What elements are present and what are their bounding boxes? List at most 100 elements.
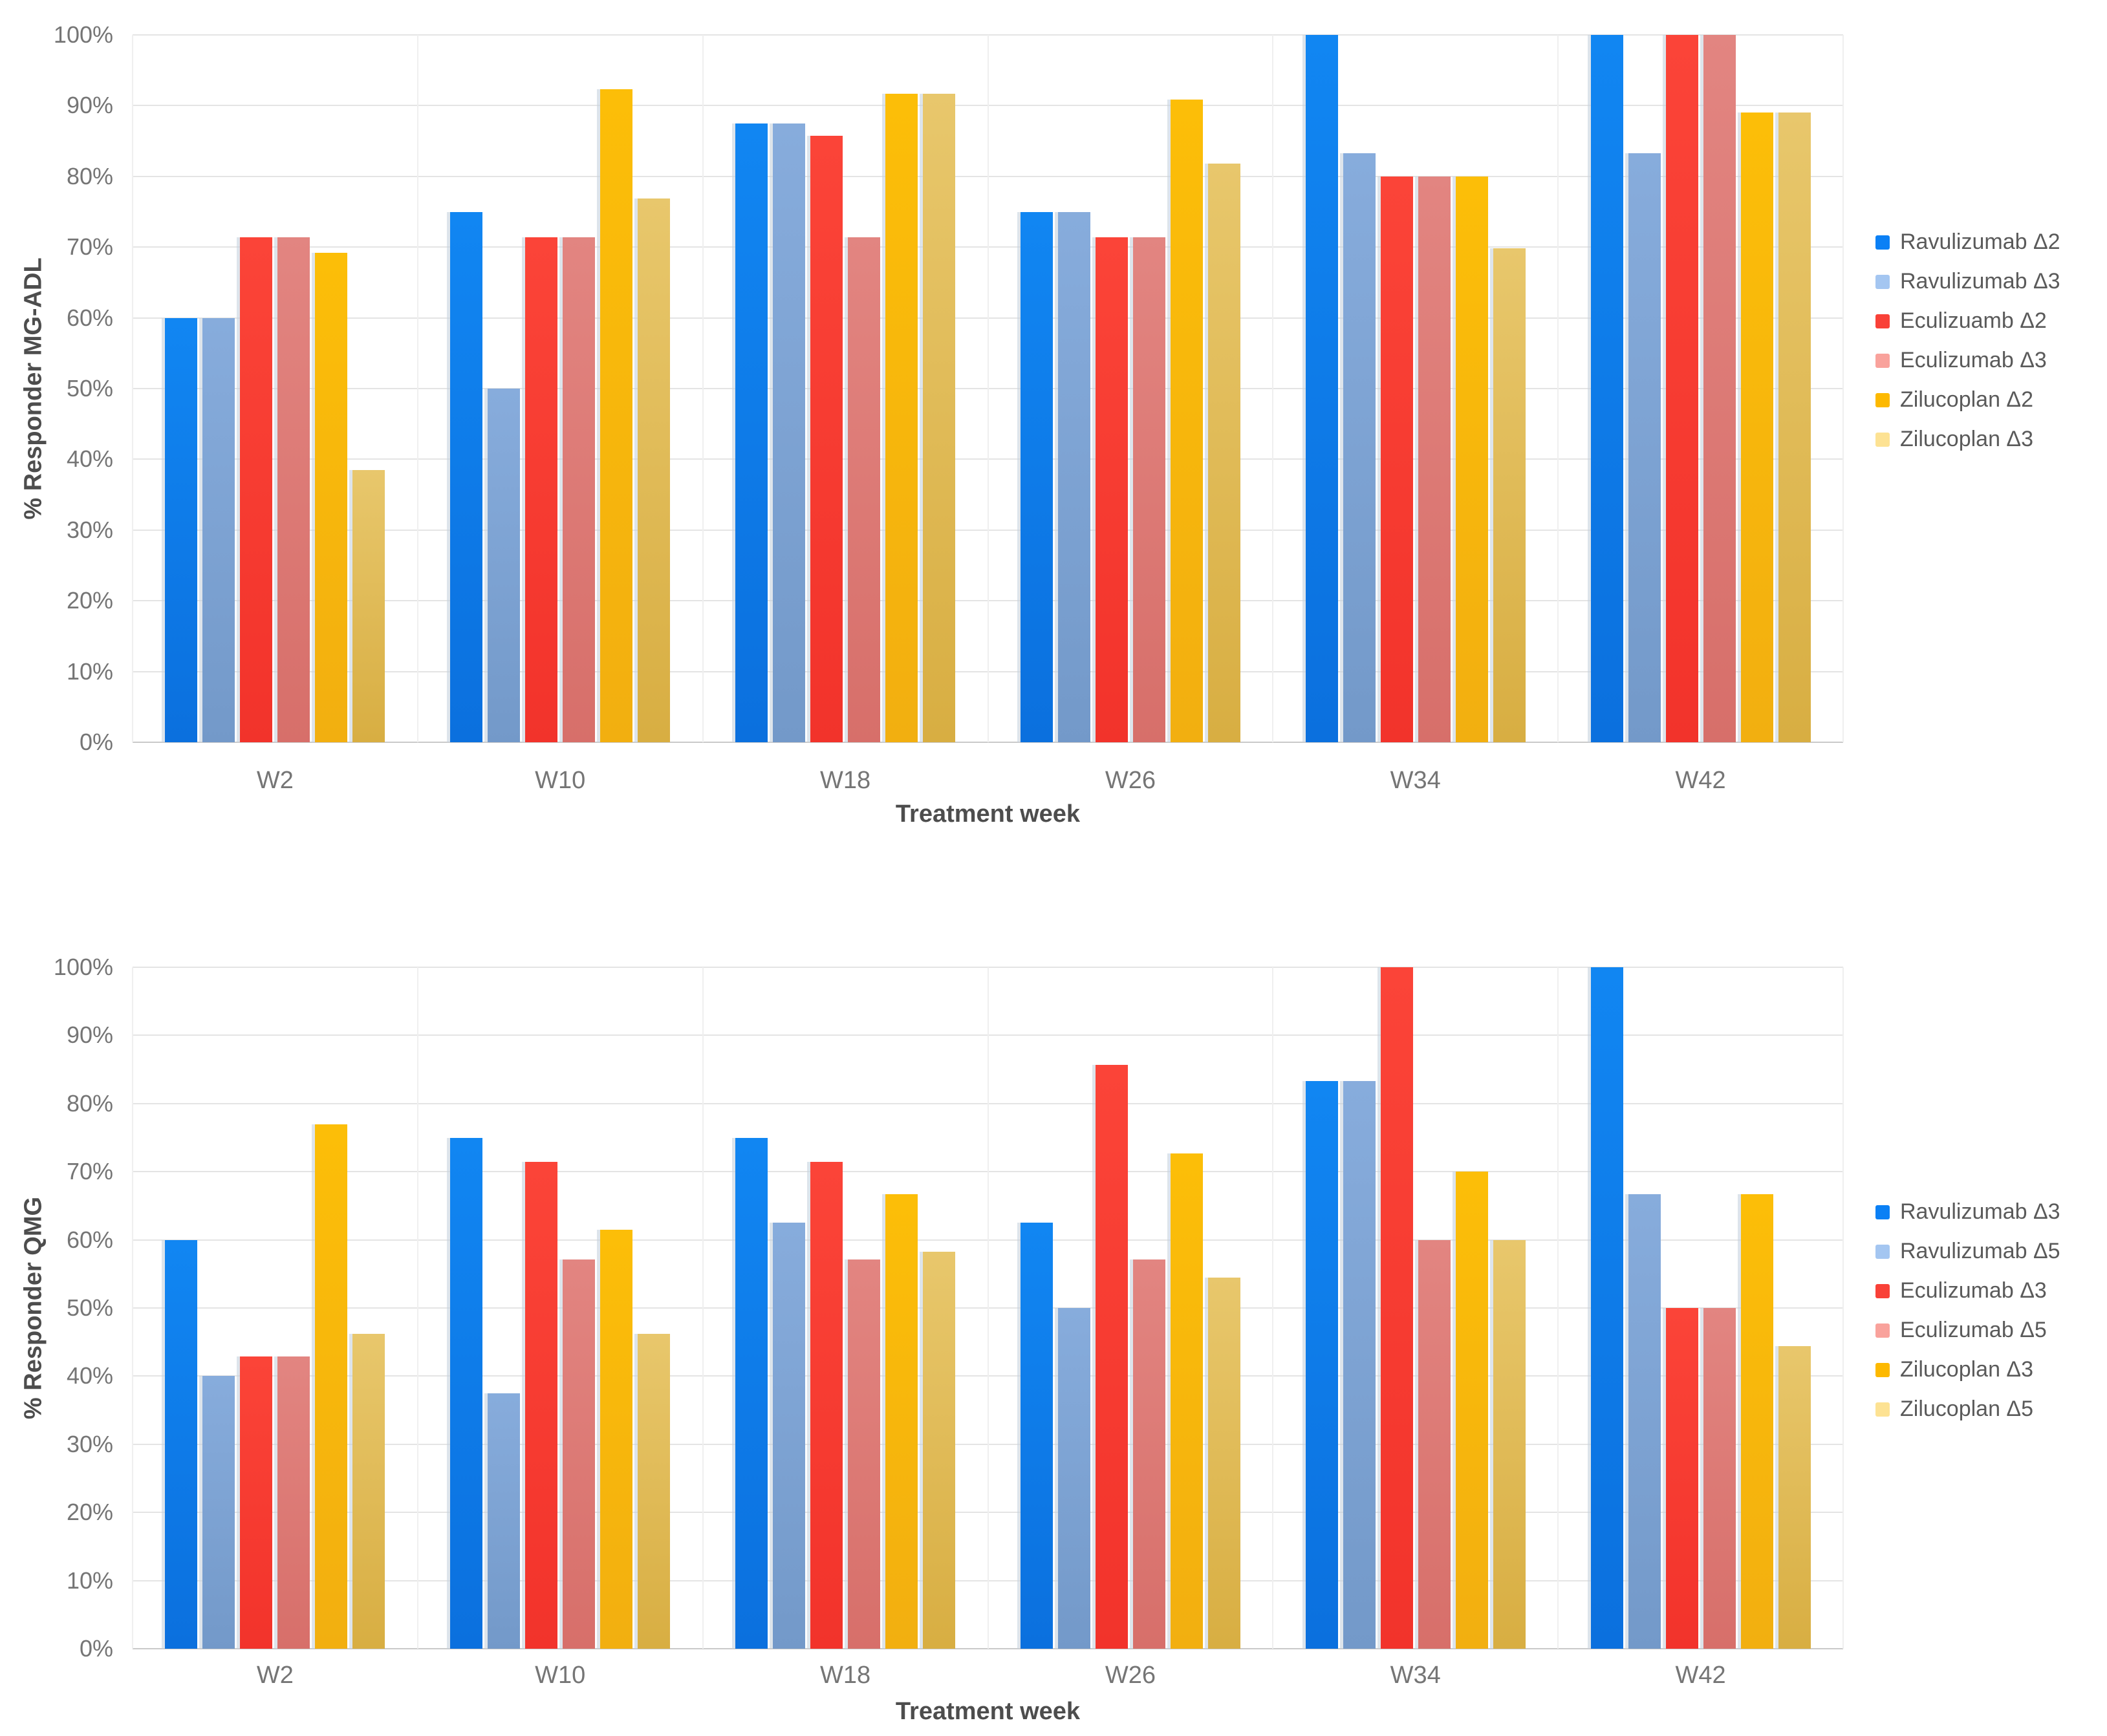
- x-tick-label: W18: [820, 767, 871, 794]
- vertical-gridline: [702, 35, 704, 742]
- legend-item: Zilucoplan Δ3: [1875, 1350, 2060, 1389]
- y-tick-label: 80%: [66, 1089, 113, 1117]
- bar-W26-series-2: [1057, 211, 1090, 742]
- y-tick-label: 90%: [66, 92, 113, 119]
- legend-item: Eculizumab Δ3: [1875, 1271, 2060, 1311]
- vertical-gridline: [987, 35, 989, 742]
- bar-W10-series-6: [638, 1334, 671, 1649]
- x-tick-label: W42: [1675, 1662, 1726, 1689]
- y-tick-label: 70%: [66, 233, 113, 261]
- x-tick-label: W18: [820, 1662, 871, 1689]
- legend-swatch-icon: [1875, 1283, 1890, 1298]
- legend-item: Ravulizumab Δ3: [1875, 1192, 2060, 1232]
- legend-item: Eculizumab Δ3: [1875, 341, 2060, 380]
- y-tick-label: 30%: [66, 516, 113, 543]
- vertical-gridline: [132, 967, 133, 1649]
- vertical-gridline: [1842, 35, 1844, 742]
- legend-swatch-icon: [1875, 1244, 1890, 1259]
- plot-area: [132, 34, 1844, 743]
- bar-W10-series-5: [600, 89, 633, 742]
- legend-swatch-icon: [1875, 353, 1890, 368]
- bar-W2-series-1: [165, 1239, 198, 1649]
- y-tick-label: 50%: [66, 375, 113, 402]
- y-tick-label: 20%: [66, 587, 113, 614]
- bar-W34-series-6: [1493, 248, 1526, 742]
- x-tick-label: W10: [535, 1662, 586, 1689]
- plot-area: [132, 967, 1844, 1649]
- legend-item: Ravulizumab Δ3: [1875, 262, 2060, 301]
- legend-item: Eculizuamb Δ2: [1875, 301, 2060, 341]
- legend-label: Eculizuamb Δ2: [1900, 308, 2047, 333]
- bar-W2-series-2: [202, 317, 235, 742]
- x-tick-label: W34: [1390, 1662, 1441, 1689]
- x-tick-label: W10: [535, 767, 586, 794]
- legend-swatch-icon: [1875, 274, 1890, 289]
- y-tick-label: 50%: [66, 1294, 113, 1321]
- y-tick-label: 40%: [66, 1362, 113, 1389]
- bar-W34-series-3: [1380, 967, 1413, 1649]
- legend-label: Ravulizumab Δ3: [1900, 1199, 2060, 1224]
- vertical-gridline: [1557, 35, 1559, 742]
- bar-W34-series-5: [1455, 176, 1488, 742]
- bar-W42-series-6: [1778, 113, 1811, 742]
- bar-W2-series-5: [315, 252, 348, 742]
- x-axis-title: Treatment week: [895, 1698, 1081, 1725]
- y-tick-label: 100%: [53, 21, 113, 48]
- bar-W18-series-6: [923, 1251, 956, 1649]
- vertical-gridline: [416, 967, 418, 1649]
- y-tick-label: 10%: [66, 1567, 113, 1594]
- bar-W26-series-5: [1170, 99, 1203, 742]
- bar-W26-series-6: [1207, 1277, 1240, 1649]
- x-tick-label: W42: [1675, 767, 1726, 794]
- bar-W34-series-2: [1343, 1081, 1376, 1649]
- bar-W42-series-2: [1628, 153, 1661, 742]
- legend-label: Ravulizumab Δ3: [1900, 269, 2060, 294]
- bar-W26-series-4: [1132, 237, 1165, 742]
- bar-W34-series-4: [1418, 176, 1451, 742]
- bar-W34-series-3: [1380, 176, 1413, 742]
- y-tick-label: 30%: [66, 1430, 113, 1457]
- legend-label: Eculizumab Δ3: [1900, 1278, 2047, 1303]
- legend-label: Ravulizumab Δ5: [1900, 1239, 2060, 1263]
- bar-W26-series-3: [1095, 237, 1128, 742]
- y-tick-label: 40%: [66, 445, 113, 473]
- bar-W34-series-6: [1493, 1239, 1526, 1649]
- legend-item: Eculizumab Δ5: [1875, 1311, 2060, 1350]
- bar-W2-series-5: [315, 1124, 348, 1649]
- bar-W42-series-4: [1703, 1308, 1736, 1649]
- bar-W10-series-4: [563, 1259, 596, 1649]
- bar-W10-series-1: [450, 1137, 483, 1649]
- bar-W34-series-4: [1418, 1239, 1451, 1649]
- x-axis-line: [133, 742, 1843, 743]
- legend: Ravulizumab Δ2 Ravulizumab Δ3 Eculizuamb Δ…: [1875, 222, 2060, 459]
- bar-W2-series-4: [277, 1356, 310, 1649]
- y-tick-label: 0%: [79, 1635, 113, 1662]
- bar-W26-series-1: [1020, 211, 1053, 742]
- legend-label: Zilucoplan Δ3: [1900, 1357, 2034, 1382]
- y-tick-label: 10%: [66, 658, 113, 685]
- bar-W18-series-4: [848, 1259, 881, 1649]
- legend-item: Zilucoplan Δ2: [1875, 380, 2060, 420]
- vertical-gridline: [1557, 967, 1559, 1649]
- bar-W18-series-5: [885, 93, 918, 742]
- x-axis-title: Treatment week: [895, 800, 1081, 828]
- y-tick-label: 80%: [66, 162, 113, 189]
- bar-W10-series-1: [450, 211, 483, 742]
- bar-W18-series-2: [773, 123, 806, 742]
- bar-W18-series-1: [735, 1137, 768, 1649]
- y-tick-label: 60%: [66, 1226, 113, 1253]
- bar-W10-series-6: [638, 198, 671, 742]
- bar-W26-series-2: [1057, 1308, 1090, 1649]
- legend-label: Zilucoplan Δ5: [1900, 1397, 2034, 1421]
- bar-W2-series-3: [240, 1356, 273, 1649]
- bar-W2-series-3: [240, 237, 273, 742]
- bar-W42-series-1: [1590, 967, 1623, 1649]
- y-tick-label: 90%: [66, 1022, 113, 1049]
- bar-W42-series-5: [1740, 113, 1773, 742]
- bar-W2-series-4: [277, 237, 310, 742]
- bar-W10-series-3: [525, 1162, 558, 1649]
- legend-label: Zilucoplan Δ2: [1900, 387, 2034, 412]
- y-tick-label: 60%: [66, 304, 113, 331]
- bar-W42-series-5: [1740, 1194, 1773, 1649]
